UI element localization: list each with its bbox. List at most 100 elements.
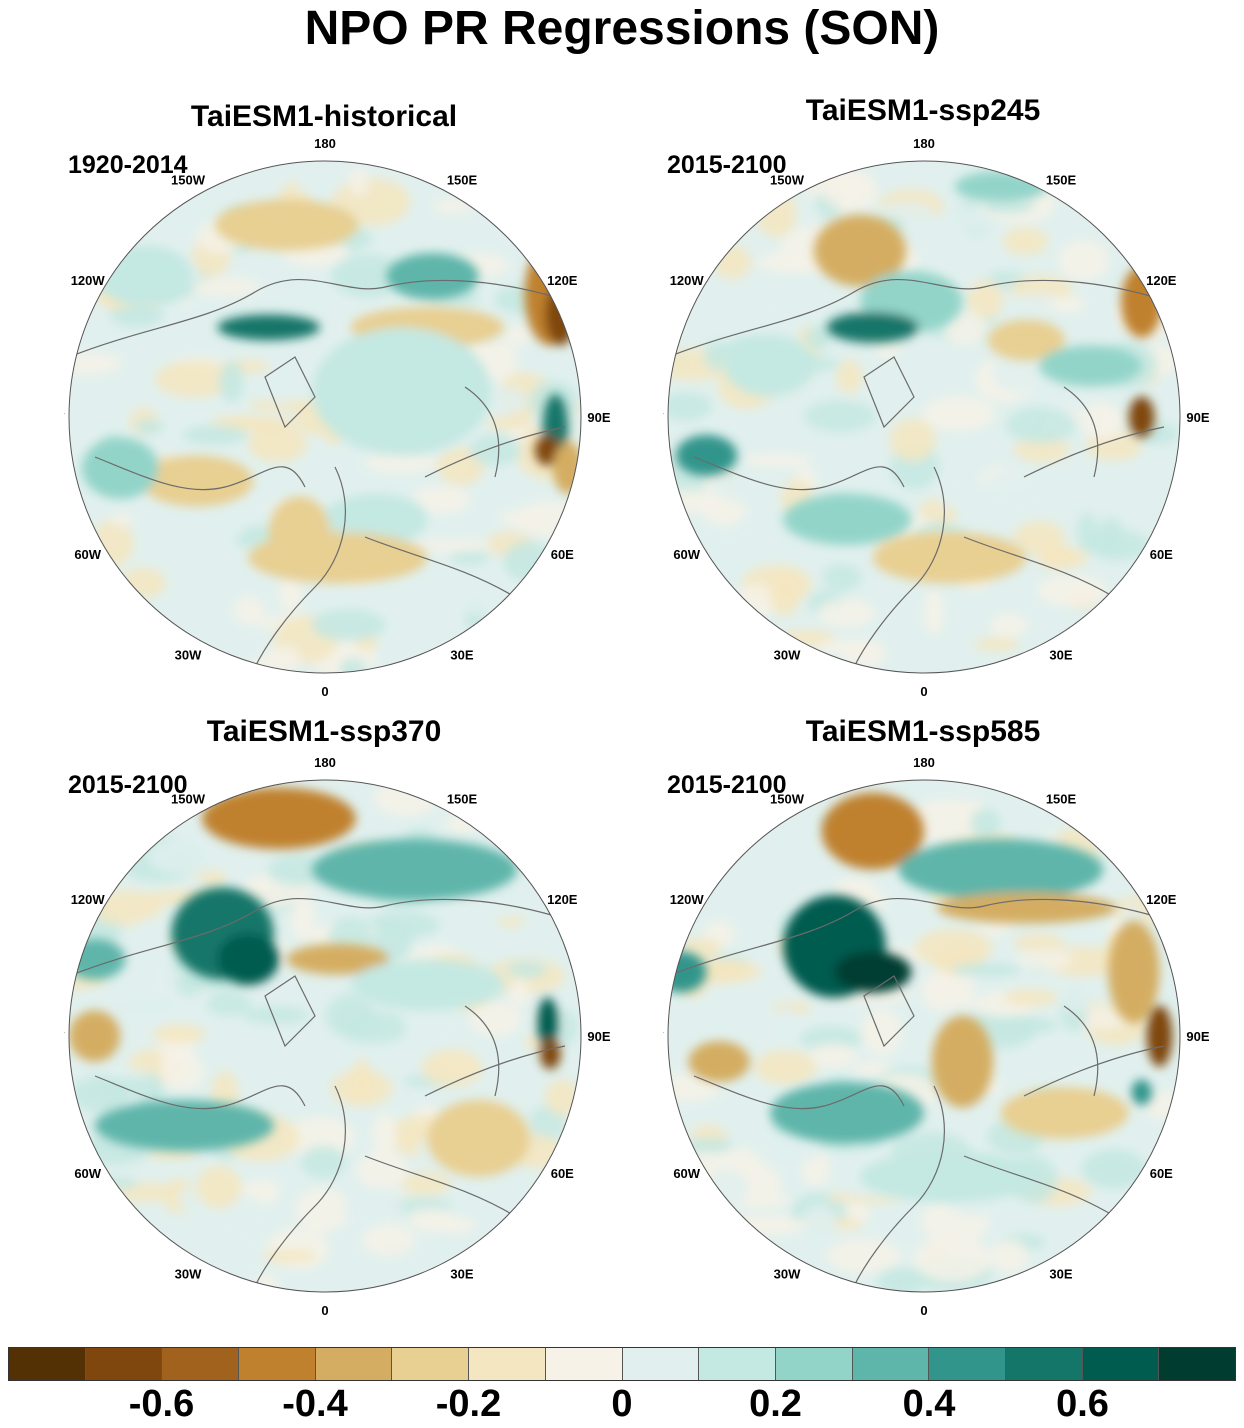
longitude-label: 90W — [64, 410, 65, 425]
coastline — [668, 897, 1165, 1287]
period-label: 2015-2100 — [667, 151, 787, 179]
longitude-label: 120W — [71, 273, 106, 288]
map-panel-ssp245: 180 150E 120E 90E 60E 30E 0 30W 60W 90W 120W 150W T… — [663, 94, 1244, 706]
colorbar-tick-label: 0 — [611, 1383, 633, 1425]
colorbar-swatch — [622, 1348, 700, 1380]
colorbar-tick-label: -0.6 — [128, 1383, 195, 1425]
colorbar-swatch — [852, 1348, 930, 1380]
longitude-label: 150W — [770, 173, 805, 188]
longitude-label: 120E — [547, 892, 578, 907]
longitude-label: 120E — [547, 273, 578, 288]
polar-map: 180 150E 120E 90E 60E 30E 0 30W 60W 90W 120W 150W — [64, 136, 611, 699]
colorbar-tick-label: 0.4 — [902, 1383, 956, 1425]
figure-title: NPO PR Regressions (SON) — [304, 2, 940, 55]
map-border — [68, 779, 582, 1293]
longitude-label: 0 — [321, 1303, 328, 1318]
longitude-label: 60W — [74, 1166, 101, 1181]
longitude-label: 120E — [1146, 892, 1177, 907]
longitude-label: 180 — [913, 136, 935, 151]
longitude-label: 180 — [314, 755, 336, 770]
longitude-label: 150W — [770, 792, 805, 807]
longitude-label: 90E — [587, 1029, 610, 1044]
colorbar-swatch — [775, 1348, 853, 1380]
colorbar-swatch — [392, 1348, 470, 1380]
polar-map: 180 150E 120E 90E 60E 30E 0 30W 60W 90W 120W 150W — [663, 755, 1210, 1318]
period-label: 2015-2100 — [667, 771, 787, 799]
panel-title: TaiESM1-ssp585 — [805, 715, 1041, 748]
longitude-label: 180 — [913, 755, 935, 770]
longitude-label: 30E — [450, 647, 473, 662]
longitude-label: 90E — [587, 410, 610, 425]
longitude-label: 150W — [171, 173, 206, 188]
colorbar-swatch — [162, 1348, 240, 1380]
coastline — [69, 897, 566, 1287]
longitude-label: 90E — [1186, 1029, 1209, 1044]
colorbar-swatch — [929, 1348, 1006, 1380]
longitude-label: 180 — [314, 136, 336, 151]
colorbar-swatch — [1082, 1348, 1160, 1380]
longitude-label: 60W — [673, 1166, 700, 1181]
longitude-label: 0 — [920, 684, 927, 699]
map-panel-historical: 180 150E 120E 90E 60E 30E 0 30W 60W 90W 120W 150W T… — [64, 96, 664, 706]
longitude-label: 90W — [663, 410, 664, 425]
period-label: 2015-2100 — [68, 771, 188, 799]
longitude-label: 30W — [774, 1266, 801, 1281]
colorbar-tick-label: 0.2 — [749, 1383, 802, 1425]
longitude-label: 60E — [1150, 547, 1173, 562]
longitude-label: 30E — [1049, 647, 1072, 662]
colorbar-swatch — [699, 1348, 776, 1380]
longitude-label: 0 — [920, 1303, 927, 1318]
colorbar-swatch — [545, 1348, 623, 1380]
precip-field — [668, 780, 1180, 1292]
map-panel-ssp585: 180 150E 120E 90E 60E 30E 0 30W 60W 90W 120W 150W T… — [663, 715, 1244, 1325]
colorbar-swatch — [239, 1348, 316, 1380]
coastline — [668, 278, 1165, 668]
longitude-label: 90E — [1186, 410, 1209, 425]
precip-field — [69, 161, 581, 673]
longitude-label: 150W — [171, 792, 206, 807]
colorbar-swatch — [85, 1348, 163, 1380]
longitude-label: 30W — [175, 1266, 202, 1281]
longitude-label: 60W — [74, 547, 101, 562]
longitude-label: 120W — [670, 892, 705, 907]
longitude-label: 150E — [1046, 792, 1077, 807]
longitude-label: 60E — [551, 1166, 574, 1181]
panel-title: TaiESM1-historical — [190, 100, 458, 133]
longitude-label: 120E — [1146, 273, 1177, 288]
precip-field — [668, 161, 1180, 673]
colorbar — [8, 1347, 1236, 1381]
map-border — [667, 779, 1181, 1293]
panel-title: TaiESM1-ssp370 — [206, 715, 442, 748]
longitude-label: 90W — [64, 1029, 65, 1044]
colorbar-tick-label: 0.6 — [1056, 1383, 1109, 1425]
longitude-label: 30E — [450, 1266, 473, 1281]
longitude-label: 90W — [663, 1029, 664, 1044]
colorbar-swatch — [469, 1348, 546, 1380]
colorbar-swatch — [9, 1348, 86, 1380]
polar-map: 180 150E 120E 90E 60E 30E 0 30W 60W 90W 120W 150W — [64, 755, 611, 1318]
colorbar-swatch — [1005, 1348, 1083, 1380]
longitude-label: 120W — [71, 892, 106, 907]
longitude-label: 30E — [1049, 1266, 1072, 1281]
map-border — [667, 160, 1181, 674]
polar-map: 180 150E 120E 90E 60E 30E 0 30W 60W 90W 120W 150W — [663, 136, 1210, 699]
longitude-label: 120W — [670, 273, 705, 288]
longitude-label: 30W — [175, 647, 202, 662]
panel-title: TaiESM1-ssp245 — [805, 94, 1041, 127]
colorbar-tick-label: -0.2 — [435, 1383, 502, 1425]
longitude-label: 60E — [551, 547, 574, 562]
longitude-label: 150E — [447, 173, 478, 188]
coastline — [69, 278, 566, 668]
longitude-label: 60E — [1150, 1166, 1173, 1181]
colorbar-swatch — [1159, 1348, 1235, 1380]
longitude-label: 60W — [673, 547, 700, 562]
map-border — [68, 160, 582, 674]
longitude-label: 30W — [774, 647, 801, 662]
colorbar-swatch — [315, 1348, 393, 1380]
longitude-label: 150E — [1046, 173, 1077, 188]
longitude-label: 0 — [321, 684, 328, 699]
map-panel-ssp370: 180 150E 120E 90E 60E 30E 0 30W 60W 90W 120W 150W T… — [64, 715, 664, 1325]
period-label: 1920-2014 — [68, 151, 188, 179]
longitude-label: 150E — [447, 792, 478, 807]
colorbar-tick-label: -0.4 — [282, 1383, 348, 1425]
